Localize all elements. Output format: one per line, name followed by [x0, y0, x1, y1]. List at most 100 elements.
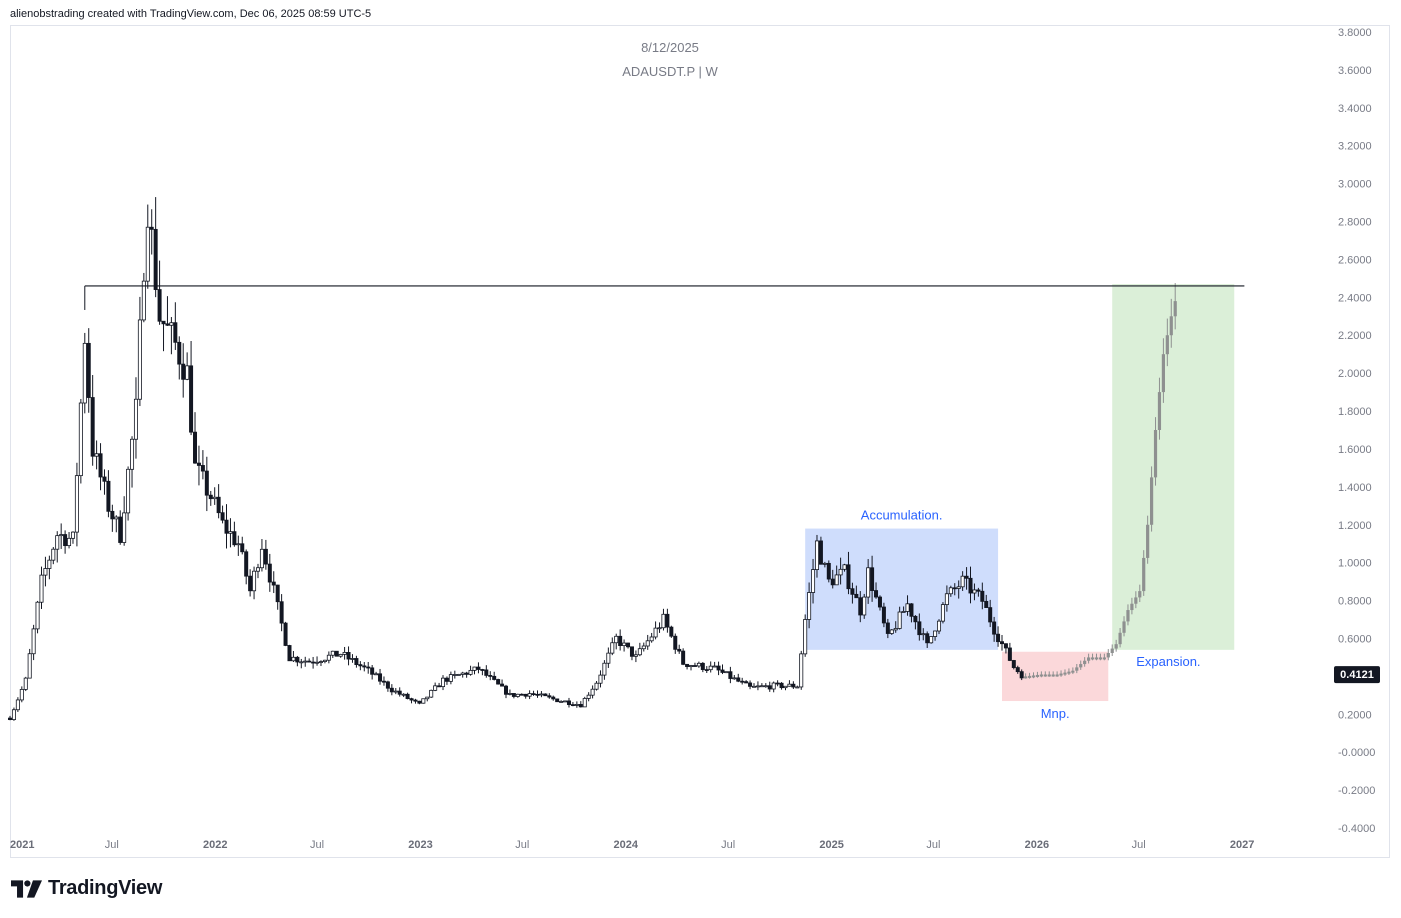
candle: [86, 328, 91, 413]
candle: [641, 642, 646, 652]
candle: [696, 661, 701, 668]
projection-candle: [1090, 653, 1095, 661]
projection-candle: [1094, 653, 1099, 661]
candle: [315, 656, 320, 666]
candle: [681, 648, 686, 666]
candle: [82, 332, 87, 414]
candle: [614, 633, 619, 650]
candle: [846, 551, 851, 595]
y-tick-label: 3.0000: [1338, 179, 1372, 191]
projection-candle: [1055, 671, 1059, 677]
candle: [488, 671, 493, 681]
projection-candle: [1134, 591, 1138, 609]
candle: [67, 532, 72, 549]
y-tick-label: 0.8000: [1338, 596, 1372, 608]
projection-candle: [1083, 657, 1087, 667]
candle: [374, 671, 379, 676]
candle: [334, 650, 339, 657]
projection-candle: [1087, 653, 1091, 664]
candle: [173, 302, 178, 350]
candle: [507, 689, 512, 696]
accumulation-zone[interactable]: [805, 528, 999, 650]
candle: [720, 664, 725, 675]
y-tick-label: 1.6000: [1338, 444, 1372, 456]
last-price-value: 0.4121: [1340, 669, 1374, 681]
candle: [437, 682, 442, 688]
candle: [826, 560, 831, 583]
candle: [169, 317, 174, 355]
candle: [594, 680, 599, 691]
candle: [933, 630, 938, 641]
candle: [7, 715, 12, 721]
candle: [460, 671, 465, 678]
candle: [165, 296, 170, 326]
candle: [122, 496, 127, 546]
y-tick-label: -0.0000: [1338, 747, 1375, 759]
projection-candle: [1031, 672, 1036, 679]
projection-candle: [1098, 653, 1103, 661]
x-tick-label: 2027: [1230, 839, 1254, 851]
x-tick-label: 2023: [408, 839, 432, 851]
projection-candle: [1138, 584, 1142, 603]
candle: [468, 665, 473, 676]
candle: [232, 521, 237, 547]
candle: [141, 272, 146, 323]
candle: [834, 565, 839, 586]
candle: [618, 629, 623, 651]
candle: [389, 684, 394, 696]
horizontal-line-layer: [84, 285, 1245, 310]
candle: [74, 462, 79, 547]
candle: [193, 412, 198, 464]
projection-candle: [1153, 417, 1158, 486]
candle: [771, 681, 776, 693]
candle: [1000, 635, 1005, 651]
projection-candle: [1079, 660, 1083, 670]
candle: [783, 685, 788, 691]
candle: [724, 671, 729, 674]
candle: [633, 650, 638, 663]
candle: [338, 653, 343, 658]
candle: [492, 671, 497, 681]
candle: [126, 466, 131, 521]
candle: [822, 561, 827, 568]
candle: [850, 582, 855, 604]
candle: [55, 531, 60, 563]
chart-attribution: alienobstrading created with TradingView…: [10, 8, 372, 20]
candle: [456, 673, 461, 676]
candle: [574, 701, 579, 708]
candle: [31, 624, 36, 661]
candle: [366, 661, 371, 674]
candle: [307, 658, 312, 663]
projection-candle: [1075, 663, 1079, 674]
tradingview-logo[interactable]: TradingView: [11, 877, 162, 900]
candle: [106, 470, 111, 518]
candle: [948, 585, 953, 597]
x-tick-label: 2021: [10, 839, 34, 851]
candle: [519, 693, 524, 696]
candle: [397, 687, 402, 697]
candle: [952, 583, 957, 596]
candle: [566, 697, 571, 708]
candle: [118, 510, 123, 545]
candle: [484, 665, 489, 678]
candle: [716, 661, 721, 676]
candle: [692, 662, 697, 667]
candle: [78, 398, 83, 484]
expansion-zone[interactable]: [1112, 284, 1235, 650]
candle: [677, 644, 682, 654]
candle: [661, 608, 666, 631]
candle: [130, 436, 135, 488]
x-tick-label: 2026: [1025, 839, 1049, 851]
y-tick-label: 2.2000: [1338, 330, 1372, 342]
candle: [877, 595, 882, 611]
projection-candle: [1149, 466, 1154, 532]
y-tick-label: 2.4000: [1338, 292, 1372, 304]
candle: [346, 646, 351, 666]
candle: [523, 693, 528, 699]
y-tick-label: 1.4000: [1338, 482, 1372, 494]
candle: [1011, 659, 1016, 670]
candle: [976, 587, 981, 597]
candle: [59, 523, 64, 549]
chart-frame[interactable]: [10, 25, 1390, 858]
